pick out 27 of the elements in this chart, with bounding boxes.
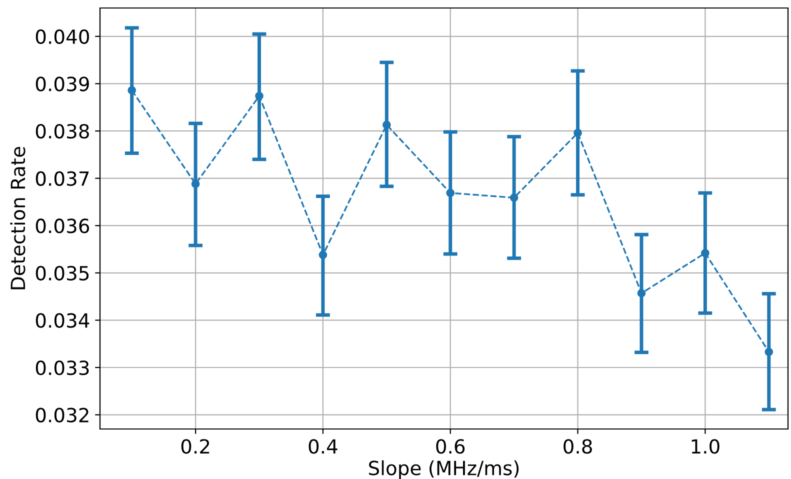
x-tick-label: 0.4	[308, 439, 338, 454]
point	[574, 128, 582, 138]
y-tick-label: 0.034	[36, 313, 90, 328]
x-tick-label: 1.0	[692, 439, 720, 454]
point	[318, 250, 328, 260]
y-axis-title: Detection Rate	[10, 146, 26, 290]
x-tick-label: 0.8	[564, 439, 592, 454]
y-tick-label: 0.038	[36, 124, 89, 139]
point	[764, 348, 774, 356]
point	[128, 86, 136, 94]
point	[382, 120, 391, 130]
x-tick-label: 0.6	[436, 439, 465, 454]
point	[191, 180, 200, 188]
y-tick-label: 0.032	[36, 408, 88, 422]
point	[637, 289, 646, 298]
point	[701, 248, 710, 258]
y-tick-label: 0.035	[36, 266, 89, 281]
x-axis-title: Slope (MHz/ms)	[369, 460, 519, 479]
y-tick-label: 0.036	[36, 218, 90, 234]
point	[510, 194, 518, 202]
y-tick-label: 0.037	[36, 171, 89, 186]
y-tick-label: 0.039	[36, 76, 89, 92]
point	[446, 188, 455, 198]
y-tick-label: 0.033	[36, 360, 89, 376]
point	[255, 92, 264, 100]
x-tick-label: 0.2	[181, 439, 210, 454]
y-tick-label: 0.040	[36, 29, 89, 44]
